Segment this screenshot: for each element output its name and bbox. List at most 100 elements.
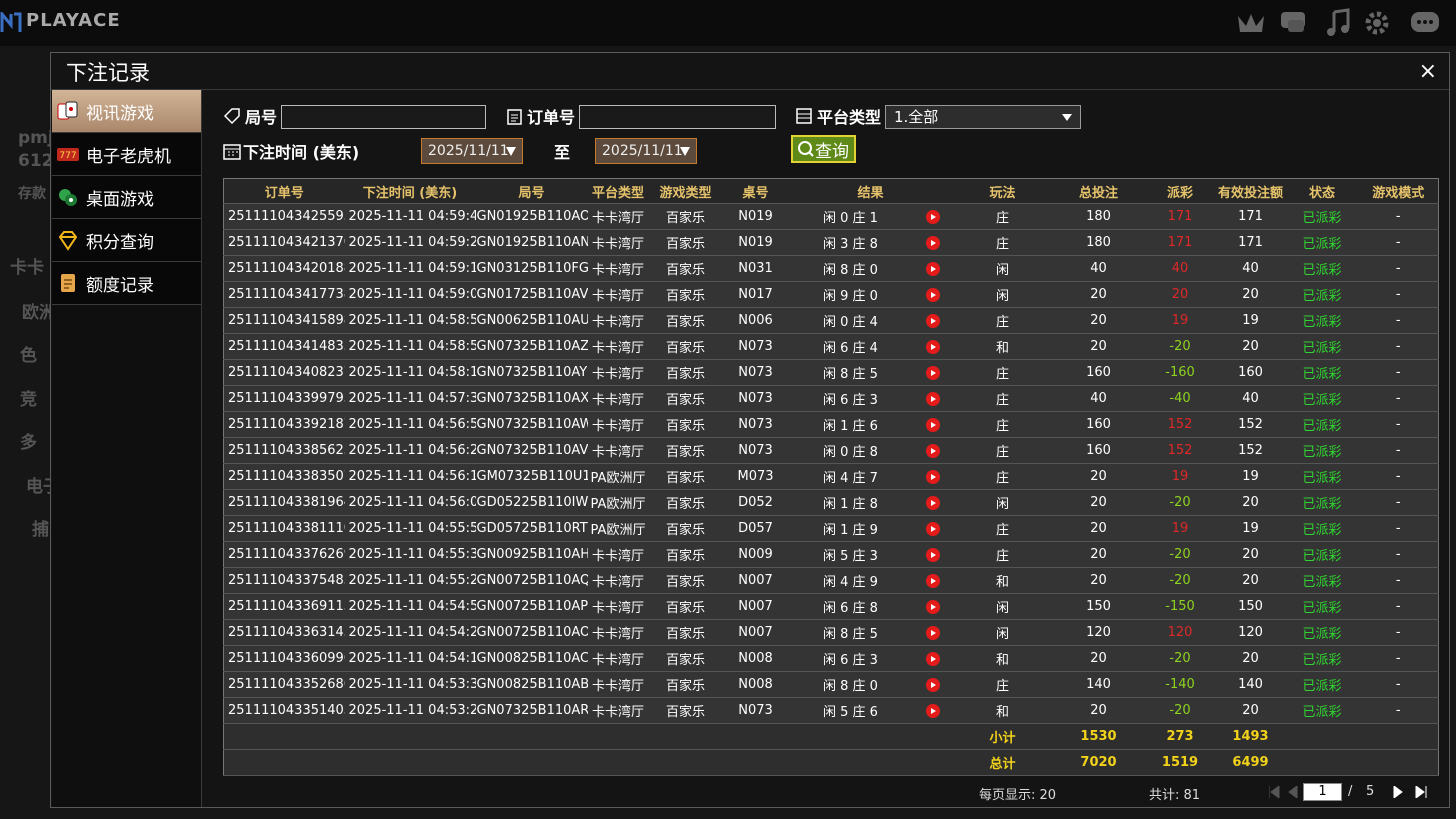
date-arrow — [680, 147, 690, 156]
cell: -140 — [1144, 671, 1216, 698]
cell: 卡卡湾厅 — [587, 645, 649, 672]
play-button[interactable] — [925, 547, 940, 562]
play-button[interactable] — [925, 443, 940, 458]
close-button[interactable]: × — [1418, 59, 1437, 84]
cell: 2025-11-11 04:57:34 — [344, 385, 476, 412]
cell: 庄 — [952, 411, 1053, 438]
cell: 251111043385623 — [223, 437, 345, 464]
cell: GN07325B110AY — [475, 359, 588, 386]
cell: 卡卡湾厅 — [587, 385, 649, 412]
sum-value: 6499 — [1215, 749, 1286, 776]
empty-cell — [475, 749, 588, 776]
query-button[interactable]: 查询 — [791, 135, 856, 163]
bet-table: 订单号 下注时间 (美东) 局号 平台类型 游戏类型 桌号 结果 玩法 总投注 派彩 有效投注额 状态… — [223, 178, 1440, 776]
cell: N073 — [722, 411, 789, 438]
next-buttons[interactable] — [1392, 786, 1428, 798]
cell: N031 — [722, 255, 789, 282]
cell: 40 — [1052, 385, 1145, 412]
play-button[interactable] — [925, 209, 940, 224]
cell: 百家乐 — [648, 515, 723, 542]
play-button[interactable] — [925, 677, 940, 692]
cell: - — [1358, 645, 1439, 672]
menu-item[interactable]: 积分查询 — [52, 219, 201, 262]
cell: - — [1358, 619, 1439, 646]
filter-label: 下注时间 (美东) — [243, 143, 360, 162]
bet-row: 251111043360996 2025-11-11 04:54:13 GN0082… — [223, 645, 1439, 672]
prev-buttons[interactable] — [1269, 786, 1301, 798]
bg-text: 多 — [20, 433, 37, 453]
bg-text: 卡卡 — [10, 258, 44, 278]
filter-label: 局号 — [245, 108, 278, 127]
cell: 百家乐 — [648, 463, 723, 490]
play-button[interactable] — [925, 417, 940, 432]
play-button[interactable] — [925, 599, 940, 614]
bet-row: 251111043420188 2025-11-11 04:59:18 GN0312… — [223, 255, 1439, 282]
menu-item[interactable]: 桌面游戏 — [52, 176, 201, 219]
cell: 120 — [1144, 619, 1216, 646]
modal-header: 下注记录 × — [51, 53, 1449, 90]
video-cell — [912, 255, 953, 282]
sum-label: 小计 — [952, 723, 1053, 750]
cell: 和 — [952, 333, 1053, 360]
column-header: 下注时间 (美东) — [344, 178, 476, 204]
date-value: 2025/11/11 — [428, 143, 509, 159]
play-button[interactable] — [925, 521, 940, 536]
cell: 卡卡湾厅 — [587, 411, 649, 438]
cell: 闲 — [952, 489, 1053, 516]
cell: 20 — [1144, 281, 1216, 308]
play-button[interactable] — [925, 391, 940, 406]
date-from[interactable]: 2025/11/11 — [421, 138, 523, 164]
column-header: 订单号 — [223, 178, 345, 204]
cell: 庄 — [952, 437, 1053, 464]
play-button[interactable] — [925, 261, 940, 276]
play-button[interactable] — [925, 339, 940, 354]
round-input[interactable] — [281, 105, 486, 129]
menu-item[interactable]: 额度记录 — [52, 262, 201, 305]
play-button[interactable] — [925, 703, 940, 718]
cell: GN00625B110AU — [475, 307, 588, 334]
cell: 庄 — [952, 385, 1053, 412]
cell: 160 — [1052, 359, 1145, 386]
date-to[interactable]: 2025/11/11 — [595, 138, 697, 164]
cell: 闲 4 庄 7 — [788, 463, 913, 490]
cell: 19 — [1144, 307, 1216, 334]
cell: 160 — [1052, 437, 1145, 464]
cell: GN01725B110AV — [475, 281, 588, 308]
play-button[interactable] — [925, 469, 940, 484]
order-input[interactable] — [579, 105, 776, 129]
platform-select[interactable]: 1.全部 — [885, 105, 1081, 129]
bg-text: 竞 — [20, 390, 37, 410]
page-input[interactable]: 1 — [1303, 783, 1342, 801]
cell: 闲 6 庄 8 — [788, 593, 913, 620]
cell: 251111043351403 — [223, 697, 345, 724]
cell: 152 — [1215, 411, 1286, 438]
play-button[interactable] — [925, 625, 940, 640]
logo-icon — [0, 12, 22, 32]
cell: -40 — [1144, 385, 1216, 412]
menu-item[interactable]: 视讯游戏 — [52, 90, 201, 133]
play-button[interactable] — [925, 651, 940, 666]
play-button[interactable] — [925, 495, 940, 510]
cell: 闲 1 庄 6 — [788, 411, 913, 438]
play-button[interactable] — [925, 287, 940, 302]
play-button[interactable] — [925, 365, 940, 380]
empty-cell — [788, 723, 913, 750]
bet-row: 251111043399793 2025-11-11 04:57:34 GN0732… — [223, 385, 1439, 412]
play-button[interactable] — [925, 235, 940, 250]
cell: 闲 5 庄 6 — [788, 697, 913, 724]
cell: 2025-11-11 04:56:20 — [344, 437, 476, 464]
sum-value: 1519 — [1144, 749, 1216, 776]
cell: 40 — [1052, 255, 1145, 282]
empty-cell — [648, 723, 723, 750]
menu-label: 视讯游戏 — [86, 103, 154, 124]
menu-item[interactable]: 777 电子老虎机 — [52, 133, 201, 176]
play-button[interactable] — [925, 313, 940, 328]
play-button[interactable] — [925, 573, 940, 588]
cell: - — [1358, 671, 1439, 698]
menu-label: 积分查询 — [86, 232, 154, 253]
cell: 160 — [1052, 411, 1145, 438]
cell: GN01925B110AN — [475, 229, 588, 256]
page-total: 5 — [1366, 784, 1375, 799]
cell: 已派彩 — [1285, 307, 1359, 334]
cell: GD05725B110RT — [475, 515, 588, 542]
